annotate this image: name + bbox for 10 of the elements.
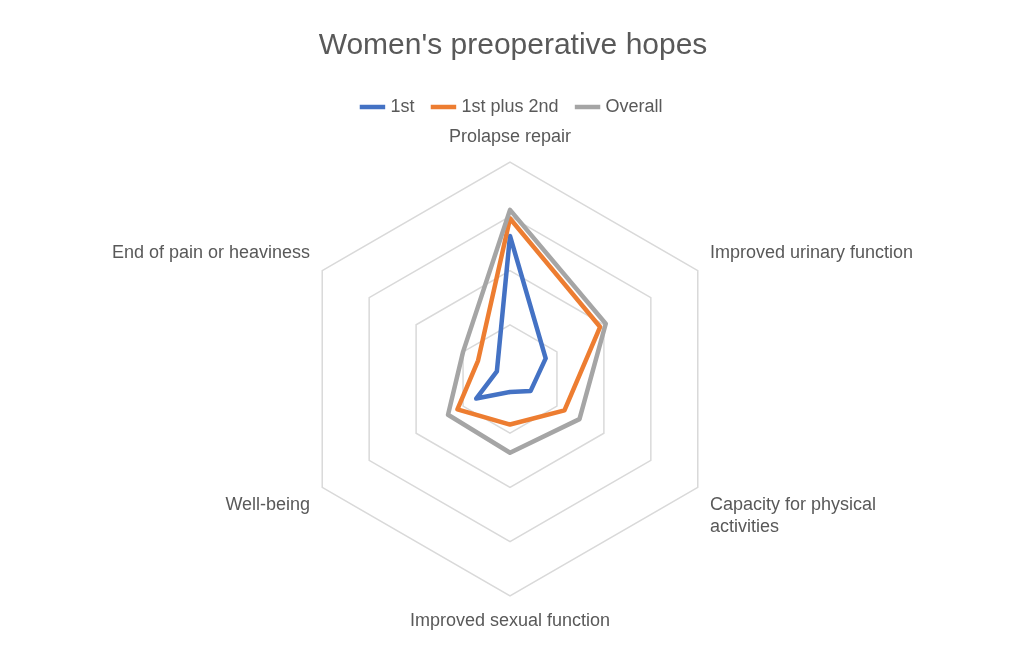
- spoke-label: Well-being: [225, 494, 311, 515]
- legend-label: Overall: [605, 95, 663, 116]
- spoke-label: Improved urinary function: [709, 241, 914, 262]
- legend-label: 1st: [390, 95, 415, 116]
- spoke-label: End of pain or heaviness: [111, 241, 311, 262]
- chart-title: Women's preoperative hopes: [318, 27, 708, 61]
- spoke-label: Capacity for physical activities: [709, 494, 876, 536]
- legend-label: 1st plus 2nd: [461, 95, 559, 116]
- spoke-label: Improved sexual function: [409, 609, 611, 630]
- spoke-label: Prolapse repair: [448, 126, 572, 147]
